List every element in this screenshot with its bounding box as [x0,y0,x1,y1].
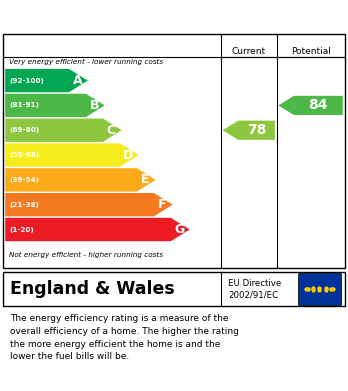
Text: (92-100): (92-100) [9,77,44,84]
Text: Potential: Potential [291,47,331,56]
Polygon shape [5,193,173,216]
Text: (1-20): (1-20) [9,226,34,233]
Text: Not energy efficient - higher running costs: Not energy efficient - higher running co… [9,252,163,258]
Text: F: F [158,198,167,211]
Text: D: D [123,149,133,161]
Text: (55-68): (55-68) [9,152,40,158]
Bar [298,273,341,305]
Text: (69-80): (69-80) [9,127,40,133]
Text: England & Wales: England & Wales [10,280,175,298]
Text: The energy efficiency rating is a measure of the
overall efficiency of a home. T: The energy efficiency rating is a measur… [10,314,239,361]
Polygon shape [5,143,139,167]
Polygon shape [223,121,275,140]
Text: (39-54): (39-54) [9,177,39,183]
Text: Energy Efficiency Rating: Energy Efficiency Rating [10,9,220,23]
Text: 84: 84 [309,99,328,112]
Text: (81-91): (81-91) [9,102,39,108]
Text: G: G [174,223,184,236]
Polygon shape [5,218,190,241]
Text: 78: 78 [247,123,266,137]
Text: E: E [141,173,150,187]
Polygon shape [5,118,122,142]
Text: Very energy efficient - lower running costs: Very energy efficient - lower running co… [9,59,163,65]
Polygon shape [5,94,105,117]
Polygon shape [5,168,156,192]
Text: (21-38): (21-38) [9,202,39,208]
Text: C: C [107,124,116,137]
Text: B: B [89,99,99,112]
Text: EU Directive
2002/91/EC: EU Directive 2002/91/EC [228,279,281,300]
Polygon shape [278,96,343,115]
Polygon shape [5,69,88,92]
Text: A: A [72,74,82,87]
Text: Current: Current [232,47,266,56]
